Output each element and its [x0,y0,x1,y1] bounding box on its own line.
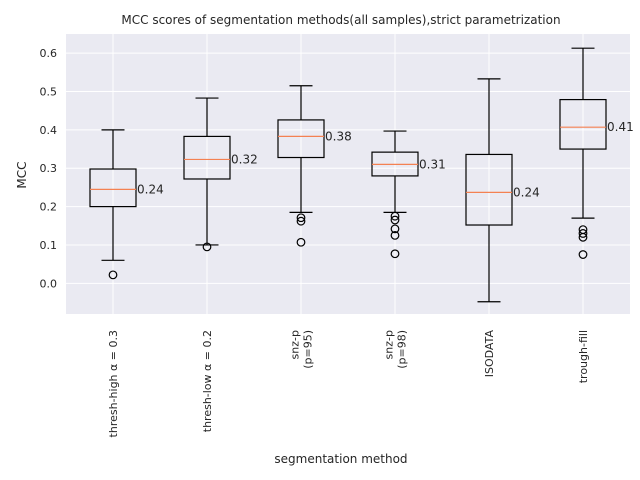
x-tick-label-line: (p=95) [302,330,315,369]
median-value-label: 0.24 [137,182,164,196]
x-tick-label-line: snz-p [383,330,396,359]
box-plot: 0.24 [465,78,540,303]
x-tick-label-line: thresh-high α = 0.3 [107,330,120,437]
x-tick-label-line: (p=98) [396,330,409,369]
box-plot: 0.31 [371,130,446,259]
y-tick-label: 0.6 [40,47,58,60]
x-tick-label: thresh-high α = 0.3 [107,330,120,437]
y-tick-label: 0.2 [40,201,58,214]
y-axis-label: MCC [15,161,29,188]
outlier-point [578,232,588,242]
y-tick-label: 0.3 [40,162,58,175]
x-tick-label: snz-p (p=98) [383,330,409,369]
outlier-point [108,270,118,280]
box-plot: 0.24 [89,129,164,280]
x-tick-label-line: thresh-low α = 0.2 [201,330,214,432]
y-tick-label: 0.0 [40,277,58,290]
chart-title: MCC scores of segmentation methods(all s… [121,13,560,27]
y-tick-label: 0.5 [40,86,58,99]
x-tick-label: snz-p (p=95) [289,330,315,369]
median-value-label: 0.38 [325,129,352,143]
median-value-label: 0.41 [607,120,634,134]
plot-background [66,34,630,314]
box-layer: 0.24 0.32 0.38 0.31 0.24 0.41 [89,47,634,303]
outlier-point [296,237,306,247]
median-value-label: 0.31 [419,157,446,171]
iqr-box [277,119,325,159]
x-tick-label-line: trough-fill [577,330,590,383]
x-tick-label-line: ISODATA [483,330,496,378]
x-tick-label-line: snz-p [289,330,302,359]
box-plot: 0.38 [277,85,352,247]
iqr-box [465,153,513,226]
outlier-point [390,215,400,225]
iqr-box [89,168,137,208]
iqr-box [559,98,607,150]
x-tick-label: ISODATA [483,330,496,378]
median-value-label: 0.24 [513,185,540,199]
outlier-point [390,249,400,259]
box-plot: 0.41 [559,47,634,259]
x-axis-label: segmentation method [274,452,407,466]
outlier-point [296,216,306,226]
outlier-point [202,242,212,252]
tick-layer: 0.0 0.1 0.2 0.3 0.4 0.5 0.6 thresh-high α = 0.3… [40,47,591,437]
box-plot: 0.32 [183,97,258,252]
outlier-point [578,229,588,238]
outlier-point [390,224,400,234]
x-tick-label: trough-fill [577,330,590,383]
outlier-point [578,250,588,259]
x-tick-label: thresh-low α = 0.2 [201,330,214,432]
median-value-label: 0.32 [231,152,258,166]
iqr-box [183,135,231,180]
y-tick-label: 0.1 [40,239,58,252]
outlier-point [390,211,400,221]
outlier-point [296,213,306,223]
outlier-point [390,230,400,240]
y-tick-label: 0.4 [40,124,58,137]
